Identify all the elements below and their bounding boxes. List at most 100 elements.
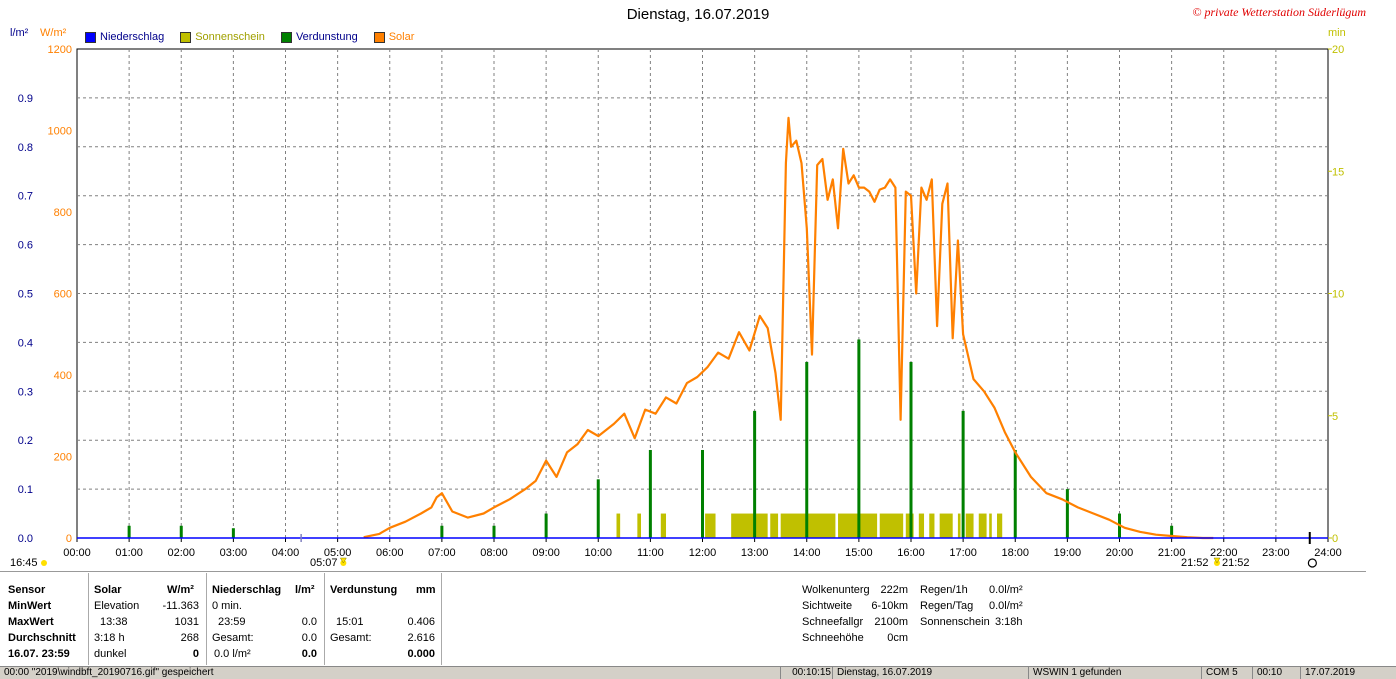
regen1h-val: 0.0l/m² (989, 584, 1023, 596)
evaporation-bar (805, 361, 809, 538)
hdr-solar-unit: W/m² (167, 584, 194, 596)
evaporation-bar (753, 410, 757, 538)
sun-arrow-marker (1213, 557, 1221, 564)
sunshine-bar (929, 513, 935, 538)
x-tick-label: 21:00 (1158, 547, 1186, 559)
solar-now-val: 0 (192, 648, 199, 660)
evaporation-bar (909, 361, 913, 538)
solar-series-line (363, 116, 1214, 540)
precip-tick-label: 0.9 (18, 93, 33, 105)
precip-tick-label: 0.3 (18, 386, 33, 398)
copyright-text: © private Wetterstation Süderlügum (1192, 5, 1366, 19)
solar-tick-label: 400 (54, 370, 72, 382)
x-tick-label: 18:00 (1001, 547, 1029, 559)
status-clock: 00:10 (1252, 667, 1297, 679)
precip-avg-val: 0.0 (301, 632, 317, 644)
evaporation-bar (1013, 449, 1017, 538)
precip-tick-label: 0.1 (18, 484, 33, 496)
precip-tick-label: 0.7 (18, 191, 33, 203)
row-max-label: MaxWert (8, 616, 54, 628)
moon-marker (1307, 558, 1317, 568)
x-tick-label: 22:00 (1210, 547, 1238, 559)
row-avg-label: Durchschnitt (8, 632, 76, 644)
marker-left-time: 16:45 (10, 557, 38, 569)
regen1h-label: Regen/1h (920, 584, 968, 596)
sunshine-bar (770, 513, 779, 538)
evaporation-bar (701, 449, 704, 538)
evaporation-bar (231, 528, 235, 538)
minutes-tick-label: 10 (1332, 289, 1344, 301)
x-tick-label: 15:00 (845, 547, 873, 559)
hdr-solar: Solar (94, 584, 122, 596)
divider (324, 573, 325, 665)
schneehoehe-val: 0cm (887, 632, 908, 644)
regentag-val: 0.0l/m² (989, 600, 1023, 612)
legend-label: Sonnenschein (195, 31, 265, 43)
x-tick-label: 03:00 (220, 547, 248, 559)
precip-now-label: 0.0 l/m² (214, 648, 251, 660)
x-tick-label: 13:00 (741, 547, 769, 559)
solar-max-val: 1031 (174, 616, 199, 628)
minutes-tick-label: 0 (1332, 533, 1338, 545)
legend-label: Niederschlag (100, 31, 165, 43)
x-tick-label: 11:00 (637, 547, 664, 559)
minutes-tick-label: 20 (1332, 44, 1344, 56)
x-tick-label: 01:00 (115, 547, 143, 559)
evap-max-label: 15:01 (336, 616, 364, 628)
x-tick-label: 20:00 (1106, 547, 1134, 559)
precip-avg-label: Gesamt: (212, 632, 254, 644)
status-day: 17.07.2019 (1300, 667, 1396, 679)
marker-sunset-a: 21:52 (1181, 557, 1209, 569)
solar-avg-val: 268 (180, 632, 199, 644)
legend-item-sonnenschein: Sonnenschein (180, 31, 265, 43)
precip-tick-label: 0.2 (18, 435, 33, 447)
evap-avg-label: Gesamt: (330, 632, 372, 644)
solar-tick-label: 0 (66, 533, 72, 545)
solar-tick-label: 1200 (48, 44, 72, 56)
evaporation-bar (492, 525, 496, 538)
evaporation-bar (648, 449, 652, 538)
evap-max-val: 0.406 (407, 616, 435, 628)
x-tick-label: 24:00 (1314, 547, 1342, 559)
sunshine-bar (731, 513, 768, 538)
sicht-label: Sichtweite (802, 600, 853, 612)
precip-max-label: 23:59 (218, 616, 246, 628)
evaporation-bar (596, 479, 600, 538)
sunshine-bar (918, 513, 925, 538)
marker-sunrise: 05:07 (310, 557, 338, 569)
wolken-val: 222m (880, 584, 908, 596)
solar-now-label: dunkel (94, 648, 127, 660)
evap-avg-val: 2.616 (407, 632, 435, 644)
sun-arrow-marker (339, 557, 347, 564)
minutes-tick-label: 5 (1332, 411, 1338, 423)
hdr-precip: Niederschlag (212, 584, 282, 596)
hdr-evap-unit: mm (416, 584, 436, 596)
status-device: WSWIN 1 gefunden (1028, 667, 1203, 679)
solar-tick-label: 800 (54, 207, 72, 219)
x-tick-label: 00:00 (63, 547, 91, 559)
status-bar: 00:00 "2019\windbft_20190716.gif" gespei… (0, 666, 1396, 679)
sunshine-bar (997, 513, 1003, 538)
evaporation-bar (127, 525, 131, 538)
sonne-label: Sonnenschein (920, 616, 990, 628)
unit-minutes: min (1328, 27, 1346, 39)
solar-min-val: -11.363 (162, 600, 200, 612)
sunshine-bar (939, 513, 953, 538)
wolken-label: Wolkenunterg (802, 584, 870, 596)
x-tick-label: 07:00 (428, 547, 456, 559)
legend: Niederschlag Sonnenschein Verdunstung So… (85, 31, 414, 43)
legend-label: Solar (388, 31, 415, 43)
x-tick-label: 14:00 (793, 547, 821, 559)
evaporation-bar (1065, 489, 1069, 538)
solar-min-label: Elevation (94, 600, 140, 612)
evaporation-bar (179, 525, 183, 538)
unit-precip: l/m² (10, 27, 29, 39)
legend-item-niederschlag: Niederschlag (85, 31, 164, 43)
solar-max-label: 13:38 (100, 616, 128, 628)
precip-min-label: 0 min. (212, 600, 242, 612)
precip-tick-label: 0.0 (18, 533, 33, 545)
precip-tick-label: 0.4 (18, 337, 33, 349)
weather-chart: 00:00 01:00 02:00 03:00 04:00 05:00 06:00 07:00… (18, 44, 1344, 568)
sicht-val: 6-10km (871, 600, 908, 612)
x-tick-label: 08:00 (480, 547, 508, 559)
